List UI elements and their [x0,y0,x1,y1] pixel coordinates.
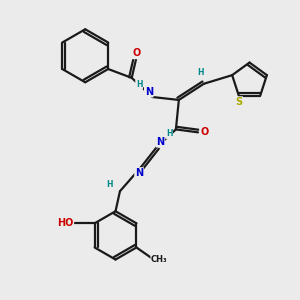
Text: H: H [166,129,172,138]
Text: S: S [235,97,242,107]
Text: HO: HO [57,218,74,228]
Text: N: N [156,137,164,147]
Text: O: O [132,48,140,59]
Text: O: O [200,127,208,137]
Text: H: H [106,180,113,189]
Text: N: N [145,87,153,97]
Text: H: H [197,68,204,77]
Text: CH₃: CH₃ [151,255,168,264]
Text: H: H [136,80,142,89]
Text: N: N [135,168,143,178]
